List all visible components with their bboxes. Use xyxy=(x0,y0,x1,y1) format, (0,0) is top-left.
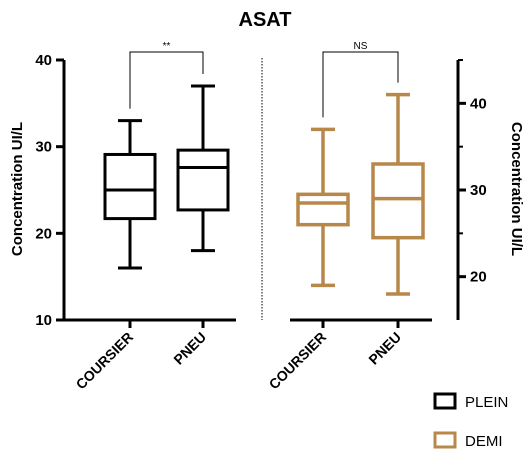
box-plein-coursier xyxy=(103,119,157,270)
right-axis-label: Concentration UI/L xyxy=(508,122,525,256)
legend: PLEIN DEMI xyxy=(433,392,508,450)
significance-label-plein: ** xyxy=(163,41,171,52)
left-tick-label-30: 30 xyxy=(35,139,52,156)
box-plein-pneu xyxy=(176,84,230,253)
significance-bracket-plein xyxy=(129,51,204,109)
legend-swatch-demi xyxy=(433,431,457,449)
category-label-plein-pneu: PNEU xyxy=(170,329,209,368)
iqr-box-plein-pneu xyxy=(176,148,230,212)
legend-label-plein: PLEIN xyxy=(465,394,508,411)
left-tick-label-40: 40 xyxy=(35,52,52,69)
left-axis-label: Concentration UI/L xyxy=(9,122,26,256)
legend-swatch-plein xyxy=(433,392,457,410)
legend-label-demi: DEMI xyxy=(465,433,503,450)
category-label-plein-coursier: COURSIER xyxy=(73,329,137,393)
left-tick-label-10: 10 xyxy=(35,312,52,329)
right-tick-label-20: 20 xyxy=(470,269,487,286)
iqr-box-plein-coursier xyxy=(103,152,157,221)
left-tick-label-20: 20 xyxy=(35,225,52,242)
category-label-demi-coursier: COURSIER xyxy=(266,329,330,393)
significance-bracket-demi xyxy=(322,51,399,118)
box-demi-coursier xyxy=(296,127,350,288)
iqr-box-demi-pneu xyxy=(371,162,425,240)
right-tick-label-40: 40 xyxy=(470,95,487,112)
chart-title: ASAT xyxy=(239,9,292,31)
right-tick-label-30: 30 xyxy=(470,182,487,199)
category-label-demi-pneu: PNEU xyxy=(365,329,404,368)
significance-label-demi: NS xyxy=(354,41,368,52)
iqr-box-demi-coursier xyxy=(296,192,350,227)
legend-item-plein: PLEIN xyxy=(433,392,508,411)
legend-item-demi: DEMI xyxy=(433,431,503,450)
box-demi-pneu xyxy=(371,92,425,296)
